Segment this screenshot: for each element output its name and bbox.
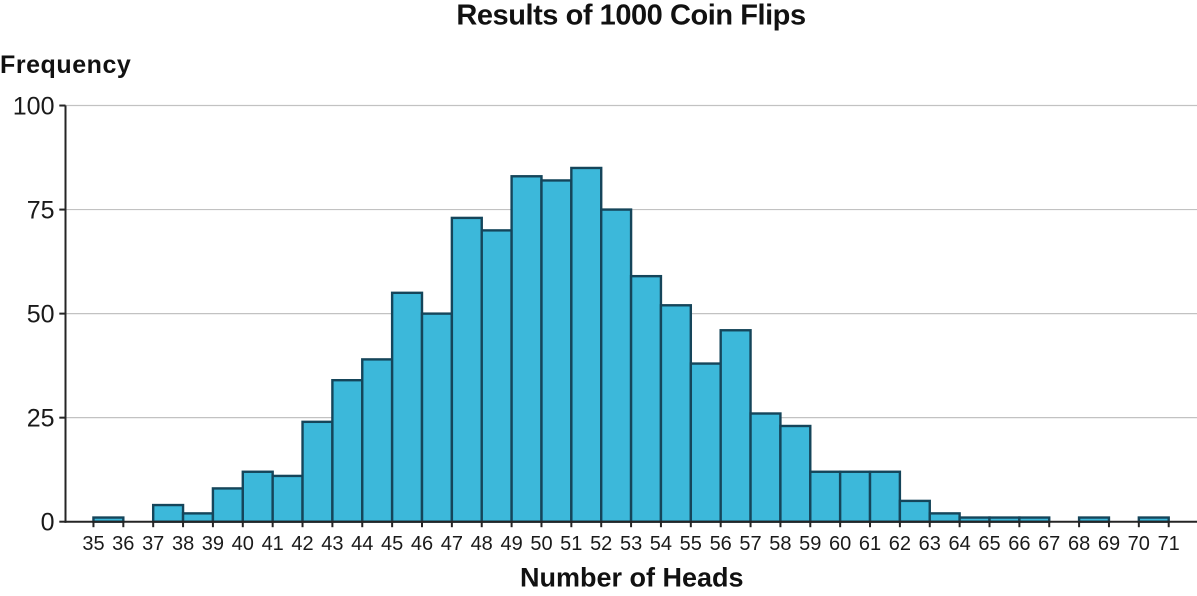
svg-text:Number of Heads: Number of Heads xyxy=(520,563,744,593)
svg-text:56: 56 xyxy=(710,533,732,555)
svg-text:67: 67 xyxy=(1038,533,1060,555)
svg-text:75: 75 xyxy=(27,197,55,225)
svg-text:100: 100 xyxy=(13,93,55,121)
svg-text:Frequency: Frequency xyxy=(0,51,131,79)
svg-text:71: 71 xyxy=(1158,533,1180,555)
svg-text:58: 58 xyxy=(769,533,791,555)
svg-text:44: 44 xyxy=(351,533,373,555)
svg-text:25: 25 xyxy=(27,405,55,433)
svg-text:39: 39 xyxy=(202,533,224,555)
svg-text:49: 49 xyxy=(500,533,522,555)
svg-text:40: 40 xyxy=(232,533,254,555)
svg-text:69: 69 xyxy=(1098,533,1120,555)
svg-text:65: 65 xyxy=(978,533,1000,555)
svg-text:64: 64 xyxy=(948,533,970,555)
svg-text:54: 54 xyxy=(650,533,672,555)
svg-text:36: 36 xyxy=(112,533,134,555)
svg-text:0: 0 xyxy=(41,509,55,537)
svg-text:66: 66 xyxy=(1008,533,1030,555)
svg-text:53: 53 xyxy=(620,533,642,555)
svg-text:61: 61 xyxy=(859,533,881,555)
svg-text:62: 62 xyxy=(889,533,911,555)
svg-text:55: 55 xyxy=(680,533,702,555)
svg-text:57: 57 xyxy=(739,533,761,555)
svg-text:35: 35 xyxy=(82,533,104,555)
svg-text:48: 48 xyxy=(471,533,493,555)
svg-text:70: 70 xyxy=(1128,533,1150,555)
svg-text:47: 47 xyxy=(441,533,463,555)
svg-text:68: 68 xyxy=(1068,533,1090,555)
svg-text:Results of 1000 Coin Flips: Results of 1000 Coin Flips xyxy=(456,0,805,32)
svg-text:42: 42 xyxy=(291,533,313,555)
svg-text:41: 41 xyxy=(262,533,284,555)
svg-text:60: 60 xyxy=(829,533,851,555)
svg-text:59: 59 xyxy=(799,533,821,555)
svg-text:51: 51 xyxy=(560,533,582,555)
svg-text:63: 63 xyxy=(919,533,941,555)
svg-text:38: 38 xyxy=(172,533,194,555)
svg-text:45: 45 xyxy=(381,533,403,555)
svg-text:43: 43 xyxy=(321,533,343,555)
svg-text:37: 37 xyxy=(142,533,164,555)
svg-text:52: 52 xyxy=(590,533,612,555)
svg-text:46: 46 xyxy=(411,533,433,555)
svg-text:50: 50 xyxy=(530,533,552,555)
svg-text:50: 50 xyxy=(27,301,55,329)
